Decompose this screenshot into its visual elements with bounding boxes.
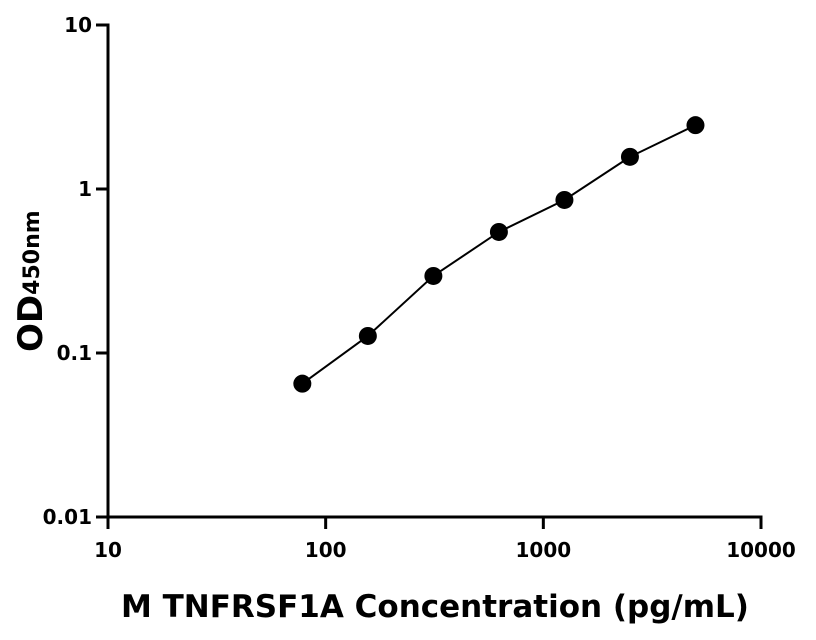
y-label-main: OD <box>11 295 51 352</box>
data-point <box>424 266 443 285</box>
x-tick-label: 10000 <box>726 538 796 562</box>
data-point <box>293 374 312 393</box>
data-point <box>620 147 639 166</box>
y-axis-label: OD450nm <box>11 210 51 352</box>
y-tick-label: 0.1 <box>57 341 92 365</box>
y-tick-label: 0.01 <box>43 505 92 529</box>
data-point <box>555 190 574 209</box>
y-tick-label: 1 <box>78 177 92 201</box>
y-label-sub: 450nm <box>20 210 45 295</box>
y-tick-label: 10 <box>64 13 92 37</box>
data-point <box>489 222 508 241</box>
x-tick-label: 100 <box>305 538 347 562</box>
fit-curve <box>301 124 696 385</box>
x-tick-label: 1000 <box>515 538 571 562</box>
y-axis-label-group: OD450nm <box>11 210 51 352</box>
data-point <box>358 326 377 345</box>
x-tick-label: 10 <box>94 538 122 562</box>
data-point <box>686 116 705 135</box>
x-axis-label: M TNFRSF1A Concentration (pg/mL) <box>121 589 749 625</box>
